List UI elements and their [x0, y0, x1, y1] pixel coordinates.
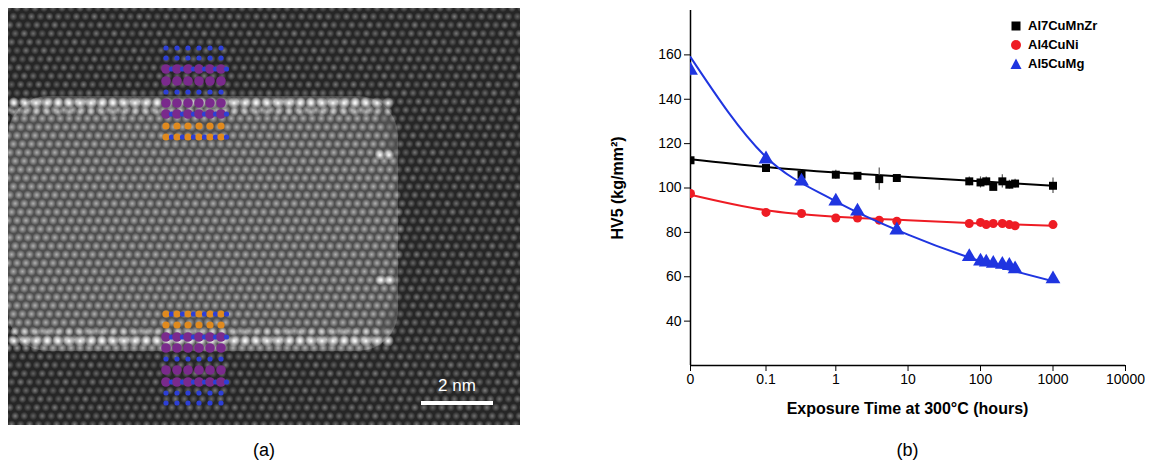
svg-text:160: 160: [658, 46, 682, 62]
html-text:Al4CuNi: Al4CuNi: [1028, 37, 1079, 52]
svg-text:1: 1: [832, 371, 840, 387]
svg-text:100: 100: [658, 179, 682, 195]
svg-text:60: 60: [666, 268, 682, 284]
svg-text:10: 10: [900, 371, 916, 387]
svg-text:80: 80: [666, 224, 682, 240]
svg-text:100: 100: [969, 371, 993, 387]
html-text:Al7CuMnZr: Al7CuMnZr: [1028, 18, 1098, 33]
html-text:(b): (b): [896, 440, 919, 460]
svg-text:10000: 10000: [1106, 371, 1145, 387]
html-text:(a): (a): [253, 440, 275, 460]
html-text:Al5CuMg: Al5CuMg: [1028, 56, 1085, 71]
svg-text:2 nm: 2 nm: [438, 376, 476, 395]
svg-text:120: 120: [658, 135, 682, 151]
html-text:HV5 (kg/mm²): HV5 (kg/mm²): [609, 135, 626, 240]
html-text:Exposure Time at 300°C (hours): Exposure Time at 300°C (hours): [786, 400, 1029, 417]
svg-text:40: 40: [666, 313, 682, 329]
svg-text:0.1: 0.1: [756, 371, 776, 387]
svg-text:1000: 1000: [1037, 371, 1068, 387]
svg-text:140: 140: [658, 91, 682, 107]
svg-text:0: 0: [687, 371, 695, 387]
